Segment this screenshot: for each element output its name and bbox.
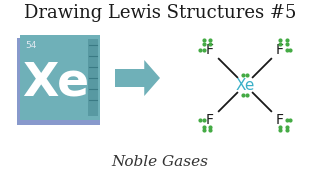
Text: Xe: Xe <box>22 61 90 106</box>
Polygon shape <box>115 60 160 96</box>
Text: Drawing Lewis Structures #5: Drawing Lewis Structures #5 <box>24 4 296 22</box>
Text: F: F <box>206 113 214 127</box>
FancyBboxPatch shape <box>20 35 100 120</box>
Text: F: F <box>206 43 214 57</box>
Text: Xe: Xe <box>235 78 255 93</box>
Text: F: F <box>276 113 284 127</box>
Text: 54: 54 <box>25 40 36 50</box>
FancyBboxPatch shape <box>88 39 98 116</box>
FancyBboxPatch shape <box>17 38 100 125</box>
Text: Noble Gases: Noble Gases <box>111 155 209 169</box>
Text: F: F <box>276 43 284 57</box>
